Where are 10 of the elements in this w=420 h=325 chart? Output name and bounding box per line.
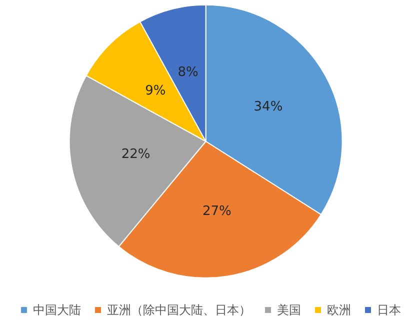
legend-label: 中国大陆	[33, 303, 81, 317]
legend-label: 欧洲	[327, 303, 351, 317]
data-label: 34%	[254, 100, 283, 115]
data-label: 8%	[178, 64, 198, 80]
legend-label: 美国	[277, 303, 301, 317]
data-label: 22%	[121, 147, 150, 162]
legend-label: 日本	[377, 303, 401, 317]
data-label: 27%	[202, 204, 232, 220]
data-label: 9%	[145, 83, 166, 98]
legend-label: 亚洲（除中国大陆、日本）	[107, 303, 251, 317]
